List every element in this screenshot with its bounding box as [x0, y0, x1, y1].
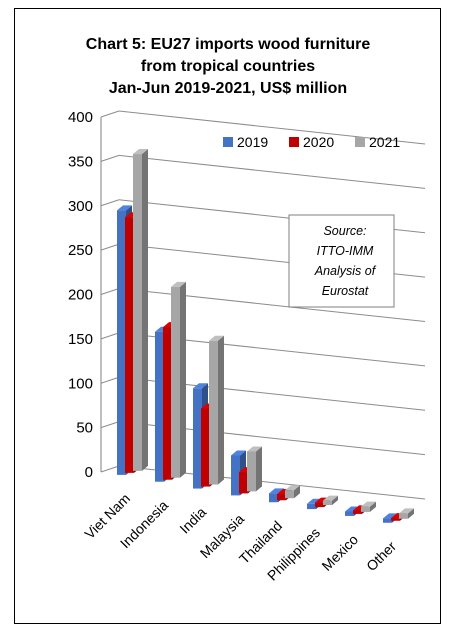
source-note-line-2: ITTO-IMM	[317, 244, 374, 258]
y-tick-label: 50	[76, 420, 93, 437]
gridline-side	[100, 421, 120, 429]
y-axis: 0 50 100 150 200 250 300 350 400	[68, 109, 93, 481]
bar-2021-other	[399, 508, 414, 519]
chart-title-line-2: from tropical countries	[141, 58, 315, 75]
gridline-side	[100, 332, 120, 340]
bar-2021-indonesia	[171, 281, 186, 478]
gridline-side	[100, 110, 120, 118]
legend: 2019 2020 2021	[223, 134, 400, 150]
legend-swatch-2021	[355, 137, 365, 147]
chart-title: Chart 5: EU27 imports wood furniture fro…	[86, 36, 371, 97]
legend-swatch-2019	[223, 137, 233, 147]
bar-2021-malaysia	[247, 446, 262, 492]
y-tick-label: 300	[68, 198, 93, 215]
chart-frame: Chart 5: EU27 imports wood furniture fro…	[14, 8, 441, 624]
gridline-side	[100, 243, 120, 251]
x-tick-label: Other	[363, 538, 399, 574]
chart-svg: Chart 5: EU27 imports wood furniture fro…	[68, 36, 426, 584]
gridline	[118, 154, 426, 189]
x-tick-label: India	[176, 504, 209, 537]
y-tick-label: 100	[68, 375, 93, 392]
legend-label-2020: 2020	[303, 134, 334, 150]
gridline-side	[100, 376, 120, 384]
bar-2021-viet-nam	[133, 149, 148, 471]
y-tick-label: 350	[68, 153, 93, 170]
x-tick-label: Mexico	[318, 531, 361, 574]
chart-title-line-3: Jan-Jun 2019-2021, US$ million	[109, 80, 347, 97]
gridline-side	[100, 465, 120, 473]
bar-2021-philippines	[323, 495, 338, 506]
gridline	[118, 288, 426, 323]
bar-2021-mexico	[361, 501, 376, 512]
legend-label-2019: 2019	[237, 134, 268, 150]
source-note-line-3: Analysis of	[314, 264, 377, 278]
chart-title-line-1: Chart 5: EU27 imports wood furniture	[86, 36, 371, 53]
bar-2021-thailand	[285, 485, 300, 499]
bar-2021-india	[209, 335, 224, 485]
gridline-side	[100, 288, 120, 295]
legend-label-2021: 2021	[369, 134, 400, 150]
y-tick-label: 200	[68, 287, 93, 304]
bars	[117, 149, 414, 523]
gridline-side	[100, 199, 120, 207]
legend-swatch-2020	[289, 137, 299, 147]
gridline-side	[100, 154, 120, 162]
source-note-line-4: Eurostat	[322, 284, 369, 298]
source-note-line-1: Source:	[323, 224, 366, 238]
y-tick-label: 0	[85, 464, 93, 481]
y-tick-label: 250	[68, 242, 93, 259]
gridline	[118, 110, 426, 145]
y-tick-label: 150	[68, 331, 93, 348]
source-note-box	[288, 214, 395, 308]
source-note: Source: ITTO-IMM Analysis of Eurostat	[288, 214, 395, 308]
y-tick-label: 400	[68, 109, 93, 126]
